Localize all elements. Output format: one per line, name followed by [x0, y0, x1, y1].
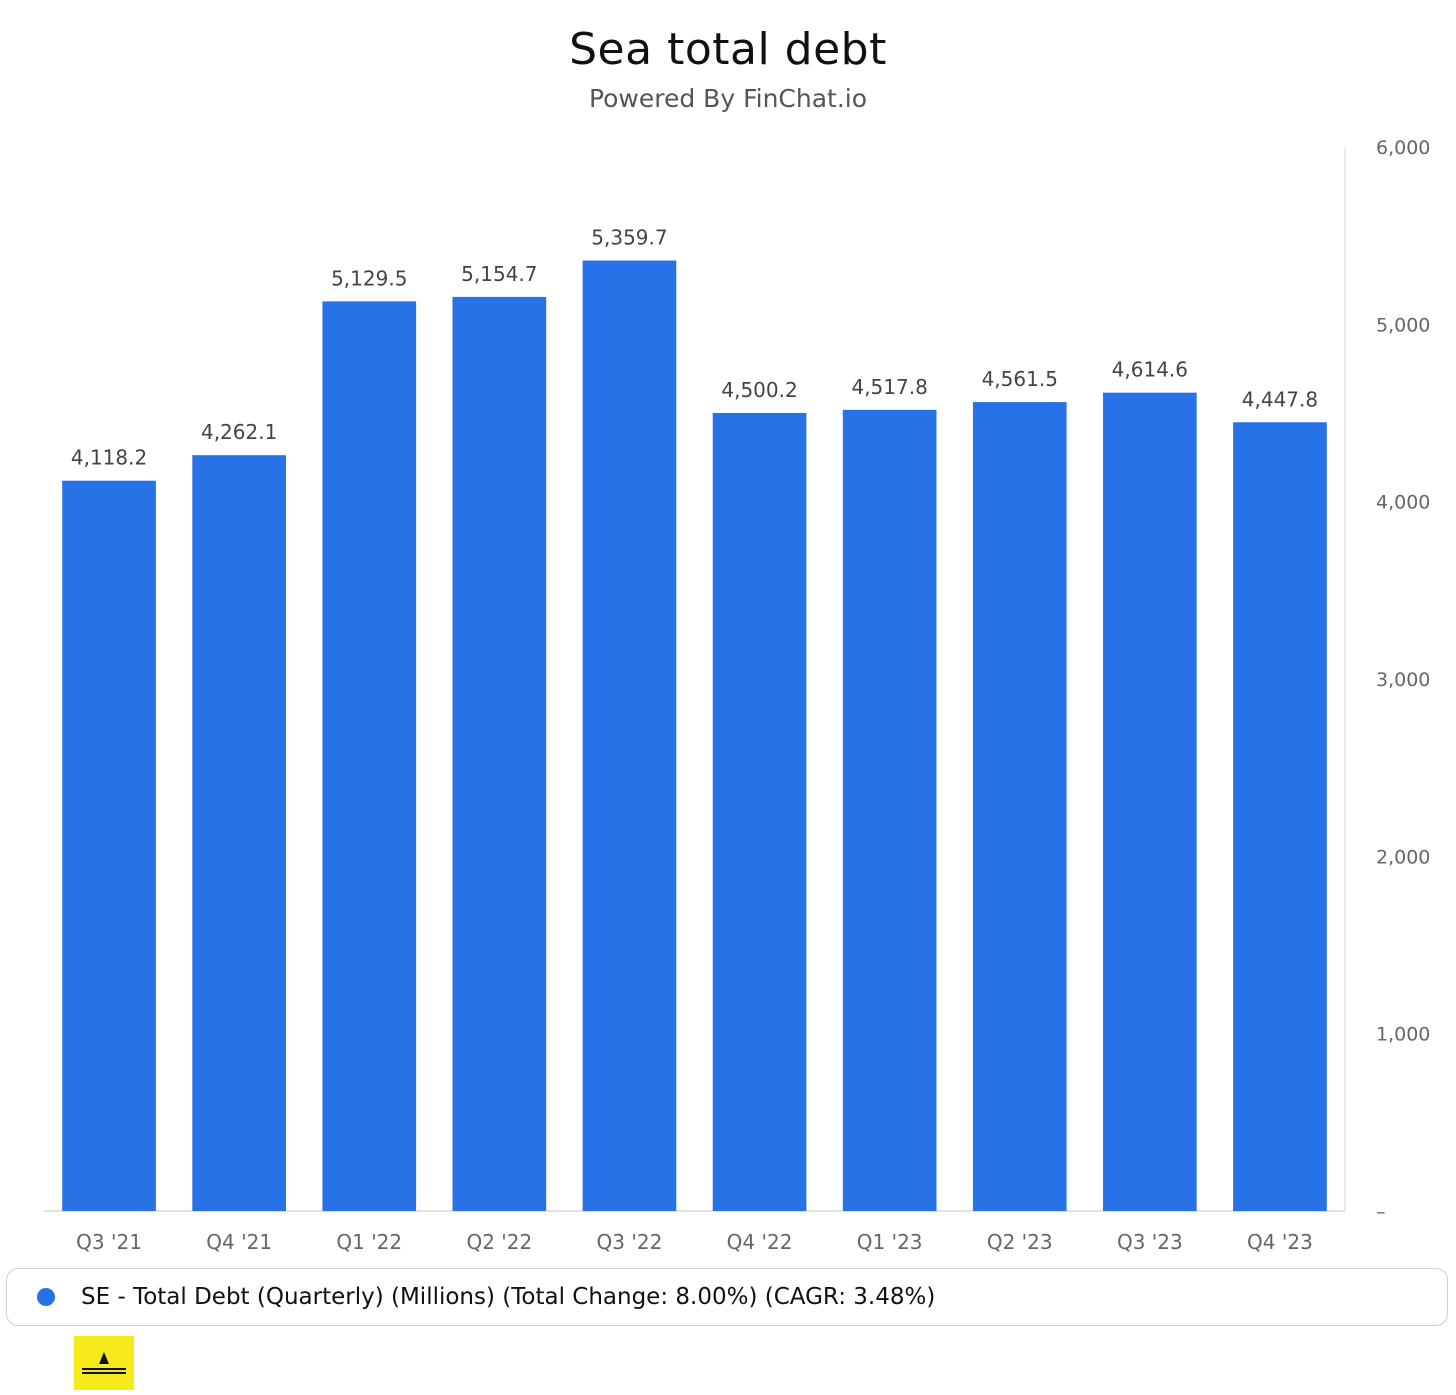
bar-value-label: 5,154.7: [461, 262, 537, 286]
bar-value-label: 4,262.1: [201, 420, 277, 444]
x-tick-label: Q1 '23: [857, 1230, 923, 1254]
y-tick-label: 4,000: [1376, 492, 1430, 514]
bar-value-label: 4,447.8: [1242, 387, 1318, 411]
bar-value-label: 4,500.2: [721, 378, 797, 402]
bar: [1233, 422, 1327, 1211]
y-tick-label: 1,000: [1376, 1024, 1430, 1046]
chart-subtitle: Powered By FinChat.io: [588, 84, 868, 113]
y-tick-label: 5,000: [1376, 314, 1430, 336]
legend[interactable]: SE - Total Debt (Quarterly) (Millions) (…: [6, 1268, 1448, 1326]
potential-multibaggers-logo: [74, 1336, 134, 1390]
bar-chart: – 1,000 2,000 3,000 4,000 5,000 6,000 4,118.2 Q3…: [44, 137, 1430, 1254]
bar-value-label: 5,359.7: [591, 226, 667, 250]
bar: [452, 296, 547, 1211]
x-tick-label: Q3 '23: [1117, 1230, 1183, 1254]
y-tick-label: 6,000: [1376, 137, 1430, 159]
y-tick-label: 2,000: [1376, 846, 1430, 868]
bar: [582, 260, 677, 1212]
x-tick-label: Q4 '23: [1247, 1230, 1313, 1254]
y-tick-label: –: [1376, 1201, 1386, 1223]
bar: [842, 409, 937, 1211]
x-tick-label: Q2 '23: [987, 1230, 1053, 1254]
bar: [1103, 392, 1197, 1211]
bar: [712, 412, 807, 1211]
bar: [62, 480, 156, 1211]
legend-label: SE - Total Debt (Quarterly) (Millions) (…: [81, 1284, 936, 1310]
bar: [192, 455, 286, 1211]
y-tick-label: 3,000: [1376, 669, 1430, 691]
x-tick-label: Q2 '22: [466, 1230, 532, 1254]
bar: [322, 301, 417, 1211]
chart-title: Sea total debt: [569, 24, 887, 75]
x-tick-label: Q3 '21: [76, 1230, 142, 1254]
arrow-icon: [99, 1351, 109, 1364]
bar: [972, 402, 1067, 1211]
x-tick-label: Q3 '22: [597, 1230, 663, 1254]
x-tick-label: Q1 '22: [336, 1230, 402, 1254]
bar-value-label: 4,614.6: [1112, 358, 1188, 382]
legend-swatch: [37, 1288, 55, 1306]
bar-value-label: 4,517.8: [851, 375, 927, 399]
bar-value-label: 5,129.5: [331, 266, 407, 290]
x-tick-label: Q4 '21: [206, 1230, 272, 1254]
bar-value-label: 4,118.2: [71, 446, 147, 470]
bar-value-label: 4,561.5: [982, 367, 1058, 391]
x-tick-label: Q4 '22: [727, 1230, 793, 1254]
